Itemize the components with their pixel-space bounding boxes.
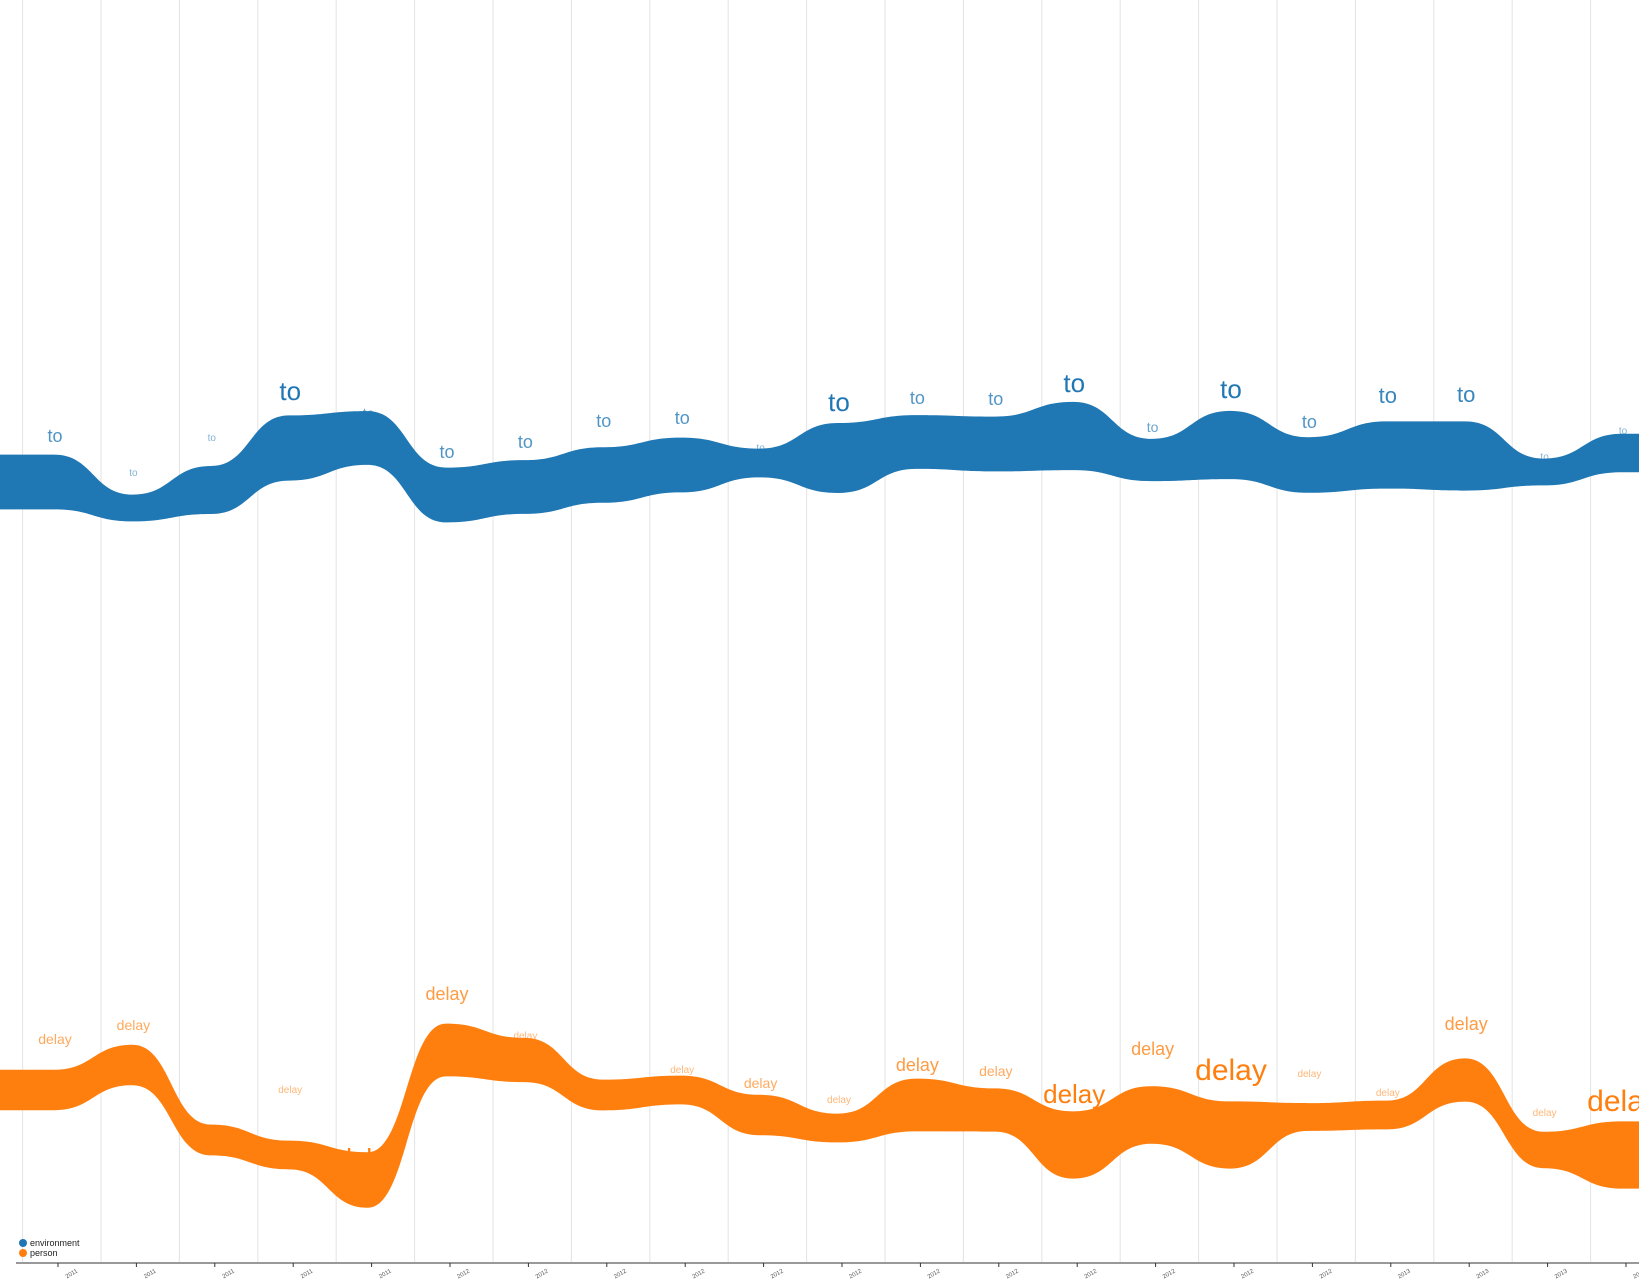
word-label-environment[interactable]: to [756,443,765,454]
x-tick-label: 2012 [535,1268,550,1280]
word-label-environment[interactable]: to [279,376,301,406]
word-label-environment[interactable]: to [129,468,138,479]
word-label-environment[interactable]: to [518,432,533,452]
x-tick-label: 2011 [222,1268,237,1280]
word-label-environment[interactable]: to [47,426,62,446]
word-label-person[interactable]: delay [1131,1039,1174,1059]
stream-environment[interactable] [0,401,1639,523]
word-label-environment[interactable]: to [910,388,925,408]
word-label-person[interactable]: delay [1297,1069,1321,1080]
x-tick-label: 2011 [300,1268,315,1280]
legend-label-environment: environment [30,1238,80,1248]
word-label-person[interactable]: delay [896,1055,939,1075]
x-tick-label: 2012 [1084,1268,1099,1280]
word-label-person[interactable]: delay [1195,1054,1267,1087]
x-tick-label: 2011 [378,1268,393,1280]
word-label-environment[interactable]: to [1379,383,1397,408]
word-label-environment[interactable]: to [1063,368,1085,398]
legend-swatch-environment [19,1239,27,1247]
word-label-person[interactable]: delay [1587,1085,1639,1118]
word-label-environment[interactable]: to [1540,452,1549,463]
word-label-person[interactable]: delay [827,1095,851,1106]
x-tick-label: 2013 [1476,1268,1491,1280]
word-label-person[interactable]: delay [1043,1079,1105,1109]
x-tick-label: 2012 [692,1268,707,1280]
x-tick-label: 2011 [143,1268,158,1280]
word-label-person[interactable]: delay [425,984,468,1004]
legend-item-environment[interactable]: environment [19,1238,80,1248]
word-label-person[interactable]: delay [1376,1088,1400,1099]
x-tick-label: 2012 [456,1268,471,1280]
x-tick-label: 2012 [770,1268,785,1280]
word-label-environment[interactable]: to [363,405,375,421]
word-label-environment[interactable]: to [439,442,454,462]
word-label-environment[interactable]: to [675,408,690,428]
x-tick-label: 2012 [848,1268,863,1280]
x-tick-label: 2013 [1632,1268,1639,1280]
word-label-environment[interactable]: to [988,389,1003,409]
stream-areas [0,401,1639,1208]
word-label-environment[interactable]: to [596,411,611,431]
x-tick-label: 2013 [1397,1268,1412,1280]
x-axis: 2011 2011 2011 2011 2011 2012 2012 2012 2012 2012… [16,1262,1639,1280]
word-label-person[interactable]: delay [278,1085,302,1096]
vertical-gridlines [22,0,1592,1262]
word-label-environment[interactable]: to [208,433,217,444]
word-label-environment[interactable]: to [1302,412,1317,432]
x-tick-label: 2012 [927,1268,942,1280]
word-label-environment[interactable]: to [1619,426,1628,437]
x-tick-label: 2012 [1005,1268,1020,1280]
word-label-environment[interactable]: to [828,387,850,417]
word-labels: to to to to to to to to to to to to to to to to to to to to… [38,368,1639,1173]
stream-person[interactable] [0,1023,1639,1208]
word-label-person[interactable]: delay [200,1131,224,1142]
word-label-person[interactable]: delay [338,1143,400,1173]
x-tick-label: 2012 [1162,1268,1177,1280]
word-label-person[interactable]: delay [1533,1108,1557,1119]
word-label-person[interactable]: delay [744,1075,777,1091]
word-label-person[interactable]: delay [117,1017,150,1033]
word-label-person[interactable]: delay [592,1095,616,1106]
word-label-person[interactable]: delay [979,1063,1012,1079]
legend-swatch-person [19,1249,27,1257]
x-tick-label: 2012 [1240,1268,1255,1280]
word-label-environment[interactable]: to [1147,419,1159,435]
x-tick-label: 2012 [613,1268,628,1280]
word-label-environment[interactable]: to [1457,382,1475,407]
legend-item-person[interactable]: person [19,1248,80,1258]
word-label-person[interactable]: delay [670,1065,694,1076]
x-tick-label: 2011 [65,1268,80,1280]
x-tick-label: 2013 [1554,1268,1569,1280]
legend-label-person: person [30,1248,58,1258]
x-tick-label: 2012 [1319,1268,1334,1280]
word-label-person[interactable]: delay [513,1031,537,1042]
word-label-person[interactable]: delay [38,1031,71,1047]
word-label-environment[interactable]: to [1220,374,1242,404]
word-label-person[interactable]: delay [1445,1014,1488,1034]
legend: environment person [19,1238,80,1258]
